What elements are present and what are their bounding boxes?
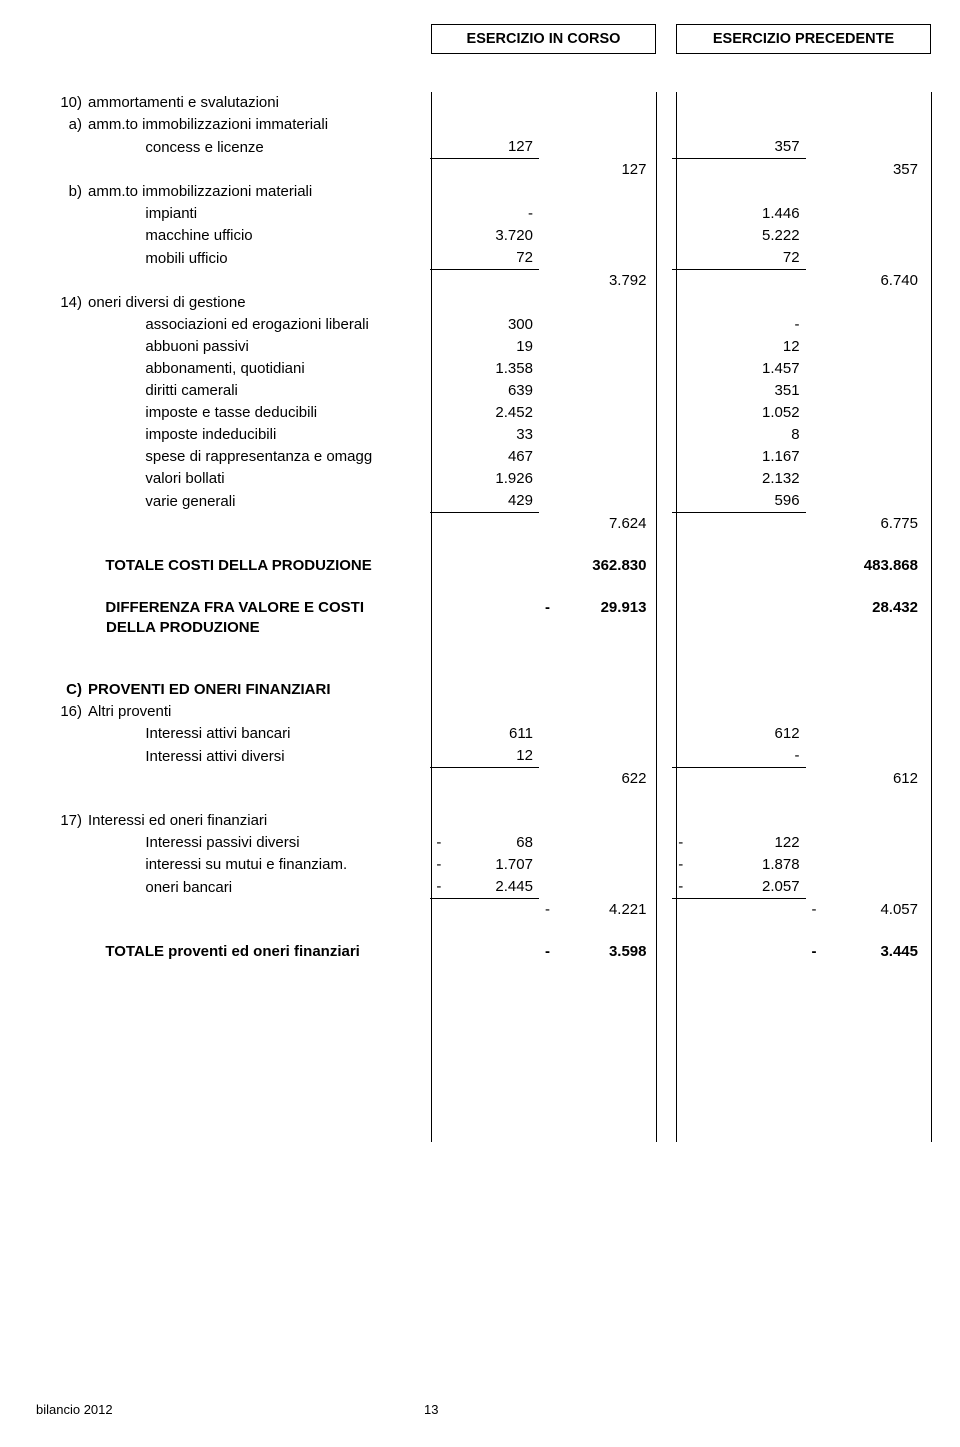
header-current: ESERCIZIO IN CORSO [431,24,656,54]
label: oneri bancari [87,877,430,899]
ref-C: C) [36,679,88,701]
neg-sign: - [539,941,550,963]
label: interessi su mutui e finanziam. [87,854,430,876]
value-prev: 12 [672,336,805,358]
value-prev: 1.052 [672,402,805,424]
subtotal-prev: 4.057 [880,901,918,918]
subtotal-prev: 6.775 [806,513,924,535]
ref-16: 16) [36,701,88,723]
total-C-cur: 3.598 [609,943,647,960]
value-prev: - [672,745,805,768]
label: Interessi passivi diversi [87,832,430,854]
header-previous: ESERCIZIO PRECEDENTE [676,24,931,54]
title-10a: amm.to immobilizzazioni immateriali [88,114,431,136]
value-prev: 72 [672,247,805,270]
subtotal-cur: 127 [539,159,653,181]
label: imposte indeducibili [87,424,430,446]
label: abbonamenti, quotidiani [87,358,430,380]
value-prev: 612 [672,723,805,745]
diff-label1: DIFFERENZA FRA VALORE E COSTI [87,597,430,619]
title-14: oneri diversi di gestione [88,292,431,314]
label: varie generali [87,491,430,513]
title-10: ammortamenti e svalutazioni [88,92,431,114]
title-C: PROVENTI ED ONERI FINANZIARI [88,679,431,701]
value-prev: -122 [672,832,805,854]
label: diritti camerali [87,380,430,402]
label: imposte e tasse deducibili [87,402,430,424]
neg-sign: - [806,941,817,963]
value-cur: -68 [430,832,539,854]
value-cur: 300 [430,314,539,336]
value-cur: 127 [430,136,539,159]
diff-cur: 29.913 [601,599,647,616]
title-10b: amm.to immobilizzazioni materiali [88,181,431,203]
value-cur: 72 [430,247,539,270]
value-cur: 33 [430,424,539,446]
value-cur: - [430,203,539,225]
value-prev: 1.446 [672,203,805,225]
total-costi-prev: 483.868 [806,555,924,577]
value-prev: 1.457 [672,358,805,380]
value-prev: 1.167 [672,446,805,468]
ref-10: 10) [36,92,88,114]
label: valori bollati [87,468,430,490]
subtotal-cur: 3.792 [539,270,653,292]
label: abbuoni passivi [87,336,430,358]
label: Interessi attivi bancari [87,723,430,745]
label: associazioni ed erogazioni liberali [87,314,430,336]
value-prev: - [672,314,805,336]
value-cur: 3.720 [430,225,539,247]
value-cur: 2.452 [430,402,539,424]
value-prev: -1.878 [672,854,805,876]
subtotal-cur: 7.624 [539,513,653,535]
value-cur: 467 [430,446,539,468]
neg-sign: - [539,597,550,619]
value-cur: 639 [430,380,539,402]
value-prev: 596 [672,490,805,513]
value-prev: 351 [672,380,805,402]
label: macchine ufficio [87,225,430,247]
value-cur: -2.445 [430,876,539,899]
value-cur: 611 [430,723,539,745]
subtotal-cur: 4.221 [609,901,647,918]
neg-sign: - [539,899,550,921]
label: impianti [87,203,430,225]
title-17: Interessi ed oneri finanziari [88,810,431,832]
footer-page: 13 [424,1402,924,1417]
subtotal-prev: 357 [806,159,924,181]
total-C-label: TOTALE proventi ed oneri finanziari [87,941,430,963]
title-16: Altri proventi [88,701,431,723]
financial-table: 10) ammortamenti e svalutazioni a) amm.t… [36,92,924,1142]
value-cur: 1.358 [430,358,539,380]
ref-10a: a) [36,114,88,136]
subtotal-prev: 612 [806,768,924,790]
label: mobili ufficio [87,248,430,270]
total-costi-cur: 362.830 [539,555,653,577]
neg-sign: - [806,899,817,921]
value-cur: -1.707 [430,854,539,876]
value-prev: 5.222 [672,225,805,247]
label: spese di rappresentanza e omagg [87,446,430,468]
diff-label2: DELLA PRODUZIONE [88,617,431,639]
total-C-prev: 3.445 [880,943,918,960]
value-prev: 2.132 [672,468,805,490]
footer-left: bilancio 2012 [36,1402,424,1417]
label: concess e licenze [87,137,430,159]
value-prev: 357 [672,136,805,159]
subtotal-prev: 6.740 [806,270,924,292]
value-cur: 429 [430,490,539,513]
diff-prev: 28.432 [806,597,924,619]
value-cur: 1.926 [430,468,539,490]
ref-17: 17) [36,810,88,832]
total-costi-label: TOTALE COSTI DELLA PRODUZIONE [87,555,430,577]
ref-10b: b) [36,181,88,203]
label: Interessi attivi diversi [87,746,430,768]
value-prev: -2.057 [672,876,805,899]
value-cur: 19 [430,336,539,358]
ref-14: 14) [36,292,88,314]
value-cur: 12 [430,745,539,768]
footer: bilancio 2012 13 [36,1402,924,1417]
subtotal-cur: 622 [539,768,653,790]
value-prev: 8 [672,424,805,446]
